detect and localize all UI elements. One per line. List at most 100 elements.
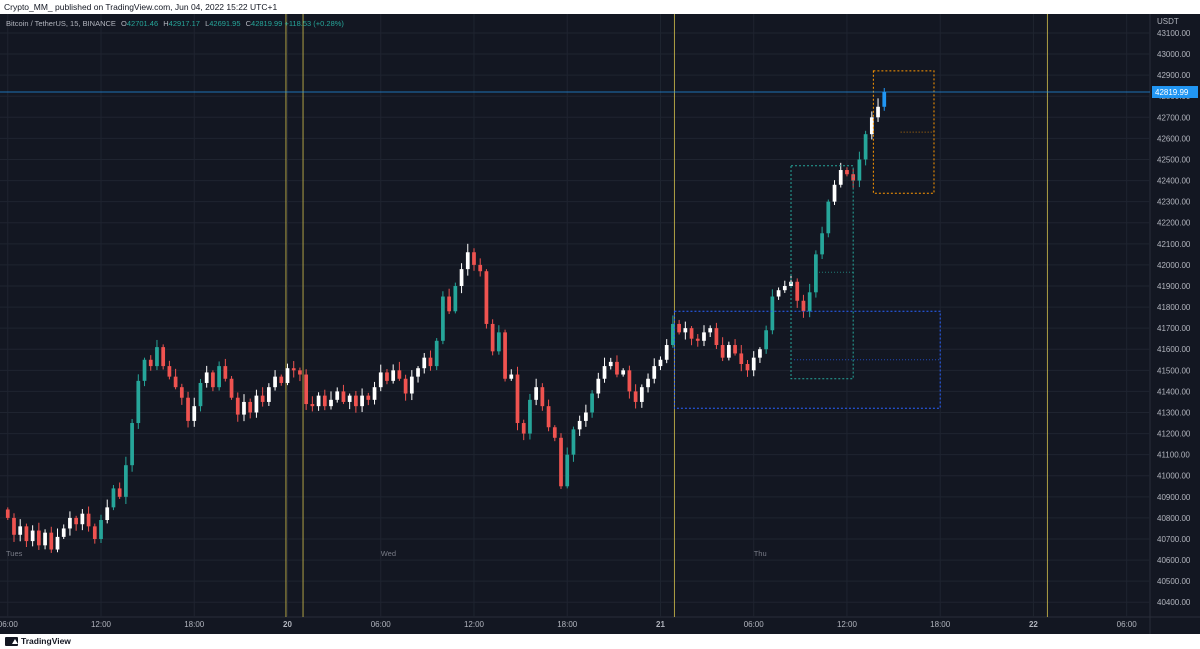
candle-body xyxy=(764,330,769,350)
candle-body xyxy=(814,254,818,293)
candle-body xyxy=(689,328,694,339)
candle-body xyxy=(148,359,153,367)
candle-body xyxy=(528,399,532,434)
candle-body xyxy=(310,404,315,407)
price-tick-label: 42300.00 xyxy=(1157,198,1191,207)
candle-body xyxy=(726,345,731,358)
candle-body xyxy=(882,92,887,107)
time-tick-label: 21 xyxy=(656,620,665,629)
time-tick-label: 06:00 xyxy=(371,620,392,629)
candle-body xyxy=(652,366,657,379)
candle-body xyxy=(329,399,333,407)
candle-body xyxy=(621,370,626,375)
candle-body xyxy=(36,530,41,546)
candle-body xyxy=(68,517,72,529)
price-tick-label: 41200.00 xyxy=(1157,430,1191,439)
candle-body xyxy=(211,372,215,388)
candle-body xyxy=(18,526,23,535)
price-tick-label: 40400.00 xyxy=(1157,598,1191,607)
candle-body xyxy=(590,393,594,413)
candle-body xyxy=(571,429,576,455)
candle-body xyxy=(465,252,470,270)
candle-body xyxy=(434,340,439,367)
candle-body xyxy=(105,507,110,521)
candle-body xyxy=(820,233,824,255)
price-tick-label: 41900.00 xyxy=(1157,282,1191,291)
candle-body xyxy=(117,488,122,497)
publish-header: Crypto_MM_ published on TradingView.com,… xyxy=(0,0,1200,14)
candle-body xyxy=(235,397,240,415)
candle-body xyxy=(782,285,787,291)
symbol-name: Bitcoin / TetherUS, 15, BINANCE xyxy=(6,19,116,28)
candle-body xyxy=(161,347,166,367)
candle-body xyxy=(111,488,116,508)
candlestick-chart[interactable]: 43100.0043000.0042900.0042800.0042700.00… xyxy=(0,14,1200,634)
candle-body xyxy=(136,380,141,424)
price-tick-label: 41300.00 xyxy=(1157,408,1191,417)
price-tick-label: 42400.00 xyxy=(1157,177,1191,186)
candle-body xyxy=(322,395,327,407)
candle-body xyxy=(354,395,358,407)
current-price-tag xyxy=(1152,86,1198,99)
candle-body xyxy=(30,530,35,542)
candle-body xyxy=(745,363,750,371)
time-tick-label: 12:00 xyxy=(837,620,858,629)
price-tick-label: 42700.00 xyxy=(1157,113,1191,122)
candle-body xyxy=(74,517,79,525)
open-value: 42701.46 xyxy=(126,19,159,28)
candle-body xyxy=(428,357,433,367)
candle-body xyxy=(801,300,806,312)
day-label: Wed xyxy=(381,549,396,558)
price-tick-label: 42900.00 xyxy=(1157,71,1191,80)
candle-body xyxy=(751,357,756,371)
zone-box-1 xyxy=(673,310,941,409)
candle-body xyxy=(24,526,29,542)
candle-body xyxy=(130,423,134,466)
candle-body xyxy=(360,395,364,407)
candle-body xyxy=(857,159,862,181)
candle-body xyxy=(876,106,880,118)
candle-body xyxy=(416,368,420,377)
candle-body xyxy=(179,387,184,398)
candle-body xyxy=(279,376,284,383)
candle-body xyxy=(671,323,675,346)
tradingview-brand-text: TradingView xyxy=(21,636,71,646)
candle-body xyxy=(869,117,874,135)
candle-body xyxy=(248,401,253,413)
candle-body xyxy=(316,395,321,407)
day-label: Thu xyxy=(754,549,767,558)
candle-body xyxy=(845,170,849,175)
candle-body xyxy=(459,269,464,286)
day-label: Tues xyxy=(6,549,23,558)
price-tick-label: 40500.00 xyxy=(1157,577,1191,586)
candle-body xyxy=(167,366,172,377)
candle-body xyxy=(335,391,340,400)
price-tick-label: 41400.00 xyxy=(1157,387,1191,396)
candle-body xyxy=(99,520,103,539)
candle-body xyxy=(627,370,632,392)
high-label: H xyxy=(163,19,169,28)
candle-body xyxy=(291,368,296,371)
candle-body xyxy=(61,528,66,537)
candle-body xyxy=(515,374,520,424)
candle-body xyxy=(683,328,688,333)
candle-body xyxy=(565,454,570,487)
candle-body xyxy=(447,296,451,312)
candle-body xyxy=(559,437,563,487)
candle-body xyxy=(490,323,495,352)
candle-body xyxy=(832,184,837,202)
candle-body xyxy=(86,513,91,527)
chart-panel[interactable]: Bitcoin / TetherUS, 15, BINANCE O42701.4… xyxy=(0,14,1200,634)
time-tick-label: 12:00 xyxy=(91,620,112,629)
tradingview-logo[interactable]: TradingView xyxy=(5,636,71,647)
open-label: O xyxy=(121,19,127,28)
candle-body xyxy=(534,387,539,400)
time-tick-label: 18:00 xyxy=(557,620,578,629)
candle-body xyxy=(403,378,408,394)
candle-body xyxy=(615,361,619,375)
chart-background xyxy=(0,14,1200,634)
candle-body xyxy=(838,170,843,185)
candle-body xyxy=(391,370,396,381)
candle-body xyxy=(186,397,190,421)
candle-body xyxy=(173,376,178,388)
